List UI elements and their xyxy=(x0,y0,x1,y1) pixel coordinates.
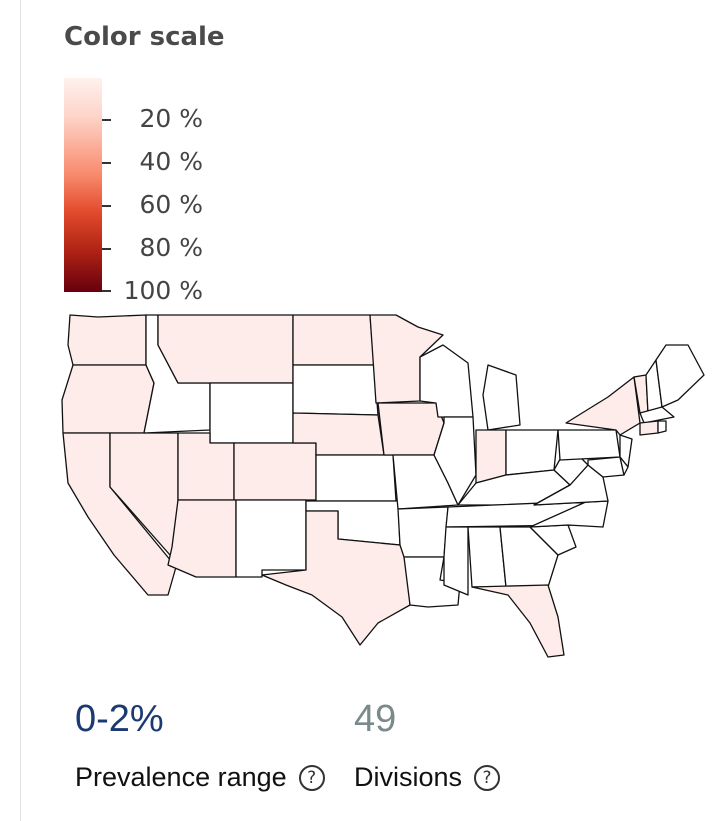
divisions-value: 49 xyxy=(354,698,397,740)
color-gradient-bar xyxy=(64,78,102,292)
state-TX[interactable] xyxy=(261,510,411,646)
prevalence-range-label: Prevalence range xyxy=(75,762,287,792)
divisions-label: Divisions xyxy=(354,762,463,792)
legend-tick-label: 100 % xyxy=(123,276,203,305)
state-NM[interactable] xyxy=(235,499,307,578)
state-FL[interactable] xyxy=(471,584,565,658)
legend-tick-label: 20 % xyxy=(139,104,203,133)
state-SD[interactable] xyxy=(292,364,379,416)
legend-tick-label: 80 % xyxy=(139,233,203,262)
state-GA[interactable] xyxy=(499,526,559,588)
state-WA[interactable] xyxy=(67,314,147,366)
state-DE[interactable] xyxy=(619,456,629,476)
state-ME[interactable] xyxy=(655,344,705,408)
legend-tick xyxy=(102,205,111,207)
state-MD[interactable] xyxy=(587,456,625,478)
state-OH[interactable] xyxy=(505,429,559,476)
state-OR[interactable] xyxy=(61,364,155,434)
question-circle-icon[interactable]: ? xyxy=(474,764,501,791)
state-MI[interactable] xyxy=(482,364,521,431)
state-AZ[interactable] xyxy=(167,499,237,578)
prevalence-range-label-group: Prevalence range ? xyxy=(75,762,325,793)
question-circle-icon[interactable]: ? xyxy=(298,764,325,791)
state-LA[interactable] xyxy=(403,556,461,608)
state-CO[interactable] xyxy=(233,442,317,501)
state-ND[interactable] xyxy=(292,314,375,366)
us-states-map[interactable] xyxy=(48,305,708,675)
state-NY[interactable] xyxy=(565,376,641,436)
us-map-svg xyxy=(61,314,705,658)
state-WY[interactable] xyxy=(209,382,294,444)
state-MS[interactable] xyxy=(443,526,469,596)
panel-divider xyxy=(20,0,21,821)
legend-tick xyxy=(102,119,111,121)
prevalence-range-value: 0-2% xyxy=(75,698,164,740)
state-IA[interactable] xyxy=(377,402,445,456)
state-RI[interactable] xyxy=(657,420,667,434)
divisions-label-group: Divisions ? xyxy=(354,762,501,793)
state-MA[interactable] xyxy=(639,406,675,424)
state-PA[interactable] xyxy=(557,429,621,461)
legend-tick xyxy=(102,248,111,250)
legend-tick xyxy=(102,162,111,164)
state-KS[interactable] xyxy=(315,454,397,502)
state-MT[interactable] xyxy=(157,314,294,384)
legend-title: Color scale xyxy=(64,22,225,52)
state-IN[interactable] xyxy=(475,429,507,484)
legend-tick xyxy=(102,290,111,292)
state-CT[interactable] xyxy=(639,420,659,436)
state-IL[interactable] xyxy=(433,416,477,506)
legend-tick-label: 60 % xyxy=(139,190,203,219)
state-AR[interactable] xyxy=(397,506,449,558)
state-UT[interactable] xyxy=(177,432,235,501)
legend-tick-label: 40 % xyxy=(139,147,203,176)
